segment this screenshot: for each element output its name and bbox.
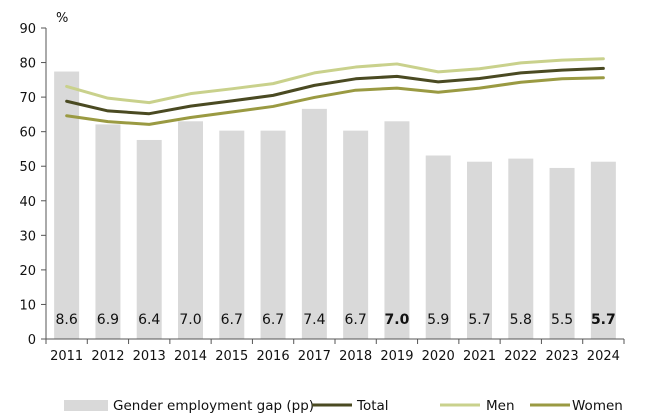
- bar: [95, 124, 121, 339]
- bar: [178, 121, 203, 339]
- x-ticks: 2011 2012 2013 2014 2015 2016 2017 2018 2019 2020…: [45, 339, 625, 364]
- x-tick-label: 2012: [91, 349, 124, 364]
- y-axis-unit-label: %: [56, 11, 68, 26]
- y-tick-label: 0: [28, 333, 36, 348]
- axes-group: [45, 28, 624, 340]
- legend-label: Women: [572, 398, 623, 414]
- bar-data-label: 6.4: [138, 312, 160, 328]
- y-tick-label: 40: [19, 195, 36, 210]
- y-tick-label: 80: [19, 57, 36, 72]
- x-tick-label: 2022: [504, 349, 537, 364]
- x-tick-label: 2016: [257, 349, 290, 364]
- x-tick-label: 2020: [422, 349, 455, 364]
- series-line-total: [65, 66, 605, 116]
- bar: [260, 130, 286, 339]
- bar-data-label: 5.8: [510, 312, 532, 328]
- legend: Gender employment gap (pp) Total Men Women: [64, 398, 623, 414]
- data-labels: 8.6 6.9 6.4 7.0 6.7 6.7 7.4 6.7 7.0 5.9 5.7 5.8 5.5 5…: [56, 312, 616, 328]
- bar-data-label: 6.7: [221, 312, 243, 328]
- bars-group: [54, 71, 616, 339]
- bar: [219, 130, 245, 339]
- bar-data-label: 5.7: [468, 312, 490, 328]
- bar: [425, 155, 451, 339]
- x-tick-label: 2024: [587, 349, 620, 364]
- bar: [343, 130, 369, 339]
- bar-data-label: 8.6: [56, 312, 78, 328]
- bar-data-label: 7.0: [179, 312, 201, 328]
- y-tick-label: 20: [19, 264, 36, 279]
- x-tick-label: 2011: [50, 349, 83, 364]
- y-ticks: 0 10 20 30 40 50 60 70 80 90: [19, 22, 46, 348]
- y-tick-label: 50: [19, 160, 36, 175]
- x-tick-label: 2023: [546, 349, 579, 364]
- bar-data-label: 5.5: [551, 312, 573, 328]
- bar: [136, 139, 162, 339]
- legend-label: Total: [356, 398, 389, 414]
- lines-group: [65, 57, 605, 126]
- y-tick-label: 90: [19, 22, 36, 37]
- bar-data-label: 7.4: [303, 312, 325, 328]
- bar-data-label: 5.9: [427, 312, 449, 328]
- bar: [54, 71, 80, 339]
- bar-data-label: 6.7: [345, 312, 367, 328]
- series-line-women: [65, 76, 605, 126]
- legend-swatch-bar: [64, 400, 108, 411]
- bar: [467, 161, 492, 339]
- x-tick-label: 2017: [298, 349, 331, 364]
- y-tick-label: 10: [19, 298, 36, 313]
- bar-data-label: 6.7: [262, 312, 284, 328]
- legend-label: Men: [486, 398, 515, 414]
- bar: [508, 158, 534, 339]
- y-tick-label: 70: [19, 91, 36, 106]
- bar-data-label: 6.9: [97, 312, 119, 328]
- x-tick-label: 2018: [339, 349, 372, 364]
- bar-data-label: 7.0: [385, 312, 410, 328]
- x-tick-label: 2015: [215, 349, 248, 364]
- bar-data-label: 5.7: [591, 312, 616, 328]
- bar: [549, 167, 575, 339]
- bar: [590, 161, 616, 339]
- bar: [384, 121, 410, 339]
- bar: [301, 108, 327, 339]
- legend-label: Gender employment gap (pp): [113, 398, 314, 414]
- series-line-men: [65, 57, 605, 105]
- x-tick-label: 2019: [380, 349, 413, 364]
- y-tick-label: 30: [19, 229, 36, 244]
- x-tick-label: 2014: [174, 349, 207, 364]
- x-tick-label: 2021: [463, 349, 496, 364]
- y-tick-label: 60: [19, 126, 36, 141]
- x-tick-label: 2013: [133, 349, 166, 364]
